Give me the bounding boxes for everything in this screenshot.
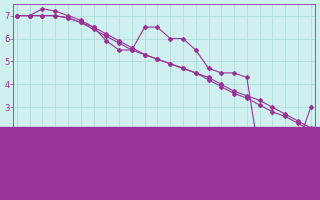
X-axis label: Windchill (Refroidissement éolien,°C): Windchill (Refroidissement éolien,°C) [78,187,249,196]
